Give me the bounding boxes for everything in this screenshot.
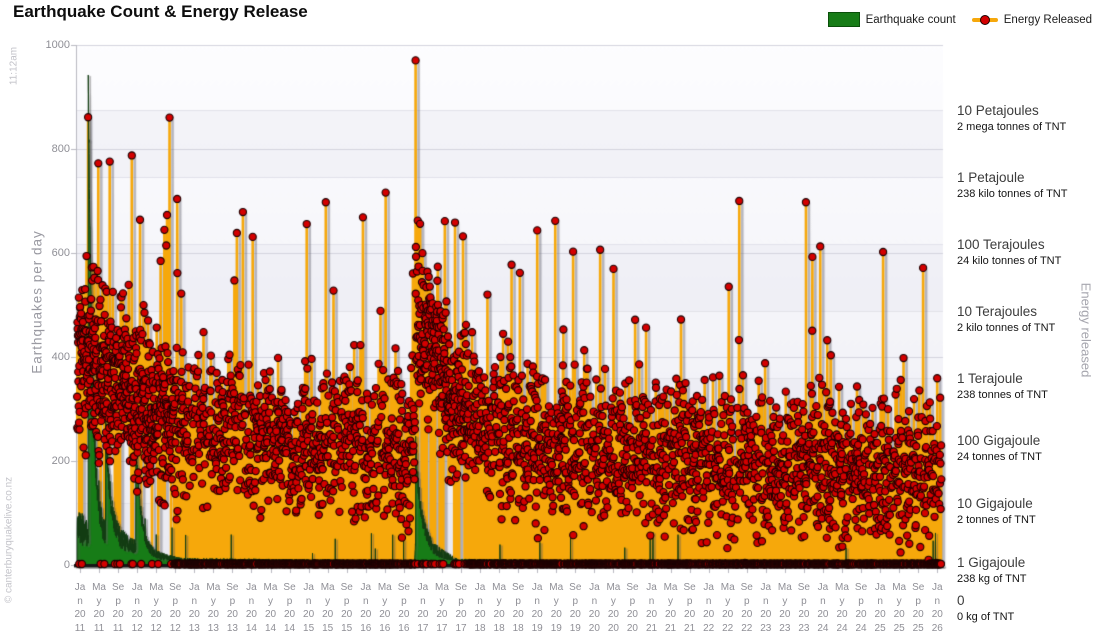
x-axis-label: Ja n 20 20 — [588, 582, 600, 634]
x-axis-label: Ma y 20 13 — [206, 582, 221, 634]
energy-level-label: 1 Terajoule 238 tonnes of TNT — [957, 371, 1048, 401]
x-axis-label: Se p 20 19 — [569, 582, 582, 634]
x-axis-label: Ja n 20 22 — [703, 582, 715, 634]
x-axis-label: Ja n 20 12 — [131, 582, 143, 634]
x-axis-label: Ja n 20 17 — [417, 582, 429, 634]
x-axis-label: Ma y 20 16 — [377, 582, 392, 634]
x-axis-label: Ja n 20 14 — [245, 582, 257, 634]
x-axis-label: Ja n 20 11 — [74, 582, 86, 634]
legend-item-earthquake-count[interactable]: Earthquake count — [827, 12, 956, 27]
x-axis-label: Ma y 20 18 — [492, 582, 507, 634]
x-axis-label: Se p 20 11 — [111, 582, 125, 634]
energy-level-label: 10 Petajoules 2 mega tonnes of TNT — [957, 103, 1067, 133]
x-axis-label: Se p 20 21 — [683, 582, 696, 634]
copyright-watermark: © canterburyquakelive.co.nz — [3, 476, 15, 604]
x-axis-label: Se p 20 23 — [797, 582, 810, 634]
x-axis-label: Ja n 20 15 — [303, 582, 315, 634]
x-axis-label: Ma y 20 23 — [777, 582, 792, 634]
x-axis-label: Ja n 20 25 — [874, 582, 886, 634]
x-axis-label: Se p 20 13 — [226, 582, 239, 634]
x-axis-label: Ma y 20 14 — [263, 582, 278, 634]
x-axis-label: Se p 20 22 — [740, 582, 753, 634]
x-axis-label: Ma y 20 22 — [720, 582, 735, 634]
x-axis-label: Se p 20 17 — [454, 582, 468, 634]
x-axis-label: Ma y 20 15 — [320, 582, 335, 634]
x-axis-label: Ja n 20 21 — [645, 582, 658, 634]
y-left-tick-label: 800 — [51, 143, 70, 155]
x-axis-label: Se p 20 20 — [626, 582, 639, 634]
x-axis-label: Ma y 20 11 — [92, 582, 106, 634]
x-axis-label: Ma y 20 12 — [149, 582, 164, 634]
timestamp-watermark: 11:12am — [8, 46, 20, 86]
energy-released-marker-icon — [971, 13, 998, 26]
energy-level-label: 10 Terajoules 2 kilo tonnes of TNT — [957, 304, 1056, 334]
x-axis-label: Se p 20 12 — [169, 582, 182, 634]
energy-level-label: 1 Petajoule 238 kilo tonnes of TNT — [957, 170, 1068, 200]
earthquake-count-swatch-icon — [827, 12, 860, 27]
x-axis-label: Ja n 20 18 — [474, 582, 486, 634]
chart-title: Earthquake Count & Energy Release — [13, 2, 308, 21]
x-axis-label: Se p 20 15 — [340, 582, 353, 634]
x-axis-label: Ja n 20 26 — [931, 582, 943, 634]
y-left-tick-label: 400 — [51, 351, 70, 363]
x-axis-label: Ma y 20 25 — [892, 582, 907, 634]
energy-level-label: 100 Gigajoule 24 tonnes of TNT — [957, 433, 1042, 463]
x-axis-label: Se p 20 18 — [512, 582, 525, 634]
x-axis-label: Ja n 20 13 — [188, 582, 200, 634]
y-left-tick-label: 0 — [63, 559, 70, 571]
x-axis-label: Ma y 20 20 — [606, 582, 621, 634]
energy-level-label: 1 Gigajoule 238 kg of TNT — [957, 555, 1027, 585]
chart-legend: Earthquake count Energy Released — [827, 12, 1092, 27]
x-axis-label: Ma y 20 19 — [549, 582, 564, 634]
x-axis-label: Ja n 20 24 — [817, 582, 829, 634]
x-axis-label: Ja n 20 23 — [760, 582, 772, 634]
energy-level-label: 100 Terajoules 24 kilo tonnes of TNT — [957, 237, 1062, 267]
legend-item-energy-released[interactable]: Energy Released — [971, 13, 1092, 26]
x-axis-label: Se p 20 14 — [283, 582, 296, 634]
x-axis-label: Se p 20 16 — [397, 582, 410, 634]
legend-label: Energy Released — [1003, 13, 1092, 26]
y-left-tick-label: 1000 — [45, 39, 70, 51]
x-axis-label: Ja n 20 19 — [531, 582, 543, 634]
x-axis-label: Se p 20 25 — [912, 582, 925, 634]
x-axis-label: Ja n 20 16 — [360, 582, 372, 634]
y-left-tick-label: 600 — [51, 247, 70, 259]
x-axis-label: Se p 20 24 — [854, 582, 868, 634]
y-left-tick-label: 200 — [51, 455, 70, 467]
x-axis-label: Ma y 20 24 — [835, 582, 849, 634]
energy-level-label: 10 Gigajoule 2 tonnes of TNT — [957, 496, 1036, 526]
legend-label: Earthquake count — [865, 13, 956, 26]
x-axis-label: Ma y 20 17 — [434, 582, 449, 634]
x-axis-label: Ma y 20 21 — [663, 582, 678, 634]
